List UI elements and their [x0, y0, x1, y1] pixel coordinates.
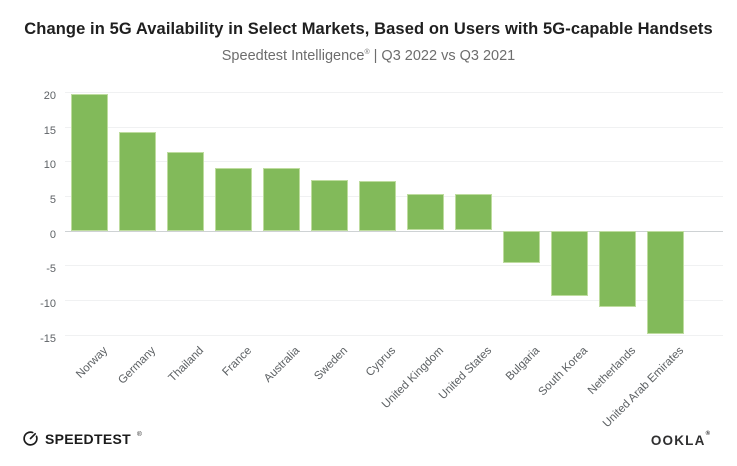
y-tick-label--15: -15	[40, 332, 56, 345]
registered-mark: ®	[364, 49, 370, 56]
subtitle-brand: Speedtest Intelligence	[221, 48, 365, 64]
speedtest-logo: SPEEDTEST ®	[22, 430, 142, 447]
bar-france	[214, 167, 252, 231]
registered-mark: ®	[136, 431, 142, 438]
gridline-10	[65, 161, 723, 163]
bar-australia	[262, 167, 300, 231]
bar-norway	[70, 94, 108, 231]
y-tick-label--5: -5	[46, 263, 56, 276]
y-tick-label-15: 15	[43, 124, 56, 137]
bar-bulgaria	[502, 230, 540, 264]
ookla-logo: OOKLA®	[650, 431, 710, 448]
speedometer-gauge-icon	[23, 431, 38, 446]
y-tick-label-5: 5	[49, 193, 56, 206]
chart-title: Change in 5G Availability in Select Mark…	[24, 20, 713, 38]
gridline--10	[65, 299, 723, 301]
gridline-15	[65, 126, 723, 128]
bar-united-states	[454, 193, 492, 231]
registered-mark: ®	[705, 431, 710, 437]
chart-subtitle: Speedtest Intelligence® | Q3 2022 vs Q3 2…	[0, 48, 737, 64]
bar-netherlands	[598, 230, 636, 308]
gridline-0	[65, 230, 723, 232]
gridline-20	[65, 92, 723, 93]
ookla-wordmark: OOKLA	[650, 433, 706, 448]
y-tick-label-20: 20	[43, 90, 56, 102]
speedtest-wordmark: SPEEDTEST	[45, 430, 131, 447]
bar-united-arab-emirates	[646, 230, 684, 334]
bar-united-kingdom	[406, 193, 444, 231]
subtitle-period: | Q3 2022 vs Q3 2021	[373, 48, 516, 64]
bar-sweden	[310, 180, 348, 231]
y-tick-label-0: 0	[49, 228, 56, 241]
bar-thailand	[166, 151, 204, 231]
y-tick-label-10: 10	[43, 159, 56, 172]
bar-cyprus	[358, 181, 396, 231]
bar-south-korea	[550, 230, 588, 297]
y-tick-label--10: -10	[40, 297, 56, 310]
gridline--15	[65, 334, 723, 336]
plot-area	[65, 92, 723, 336]
bar-germany	[118, 132, 156, 231]
gridline--5	[65, 265, 723, 267]
